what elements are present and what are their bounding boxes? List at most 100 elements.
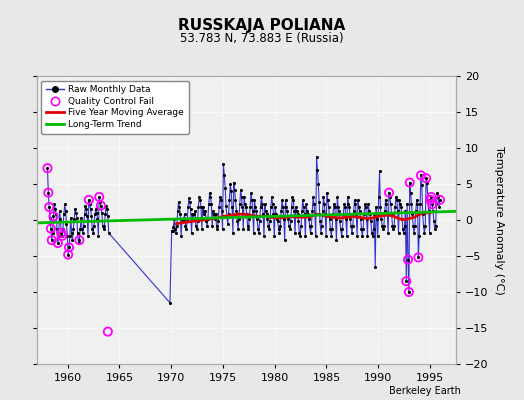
Point bbox=[330, 201, 338, 207]
Point bbox=[388, 222, 397, 229]
Point bbox=[235, 215, 243, 222]
Point bbox=[45, 204, 53, 210]
Point bbox=[327, 233, 335, 239]
Point bbox=[286, 226, 294, 232]
Point bbox=[43, 165, 52, 171]
Point bbox=[169, 224, 178, 230]
Point bbox=[422, 175, 430, 182]
Point bbox=[424, 197, 432, 203]
Point bbox=[304, 211, 312, 218]
Point bbox=[176, 211, 184, 218]
Point bbox=[319, 194, 328, 200]
Point bbox=[228, 230, 237, 236]
Point bbox=[65, 244, 73, 250]
Point bbox=[56, 208, 64, 214]
Point bbox=[168, 228, 176, 234]
Point bbox=[318, 222, 326, 229]
Point bbox=[368, 233, 377, 239]
Point bbox=[171, 226, 179, 232]
Point bbox=[366, 211, 374, 218]
Point bbox=[243, 222, 252, 229]
Point bbox=[207, 201, 215, 207]
Point bbox=[386, 194, 394, 200]
Point bbox=[371, 264, 379, 270]
Point bbox=[363, 215, 371, 222]
Point bbox=[294, 218, 303, 225]
Point bbox=[51, 206, 59, 212]
Point bbox=[58, 233, 67, 239]
Point bbox=[411, 208, 420, 214]
Point bbox=[380, 208, 389, 214]
Point bbox=[200, 211, 209, 218]
Point bbox=[326, 226, 334, 232]
Point bbox=[194, 204, 203, 210]
Point bbox=[60, 201, 69, 207]
Point bbox=[362, 204, 370, 210]
Point bbox=[172, 222, 181, 229]
Point bbox=[357, 226, 366, 232]
Point bbox=[407, 190, 415, 196]
Point bbox=[284, 215, 292, 222]
Point bbox=[307, 222, 315, 229]
Point bbox=[50, 201, 59, 207]
Point bbox=[309, 194, 318, 200]
Point bbox=[223, 213, 231, 220]
Point bbox=[221, 184, 230, 191]
Point bbox=[407, 201, 416, 207]
Point bbox=[97, 202, 105, 209]
Point bbox=[206, 194, 215, 200]
Point bbox=[307, 230, 315, 236]
Point bbox=[185, 195, 193, 202]
Point bbox=[347, 222, 355, 229]
Point bbox=[351, 197, 359, 203]
Point bbox=[355, 204, 363, 210]
Point bbox=[64, 251, 72, 258]
Point bbox=[201, 208, 210, 214]
Point bbox=[179, 218, 187, 225]
Point bbox=[73, 230, 82, 236]
Point bbox=[415, 233, 423, 239]
Point bbox=[231, 186, 239, 193]
Point bbox=[272, 215, 281, 222]
Point bbox=[180, 211, 189, 218]
Point bbox=[188, 211, 196, 218]
Point bbox=[404, 256, 412, 263]
Point bbox=[418, 182, 426, 189]
Point bbox=[416, 201, 424, 207]
Point bbox=[279, 204, 287, 210]
Point bbox=[414, 254, 422, 261]
Point bbox=[427, 194, 435, 200]
Point bbox=[68, 230, 76, 236]
Point bbox=[173, 208, 182, 214]
Point bbox=[334, 204, 342, 210]
Point bbox=[249, 230, 258, 236]
Point bbox=[101, 211, 110, 218]
Point bbox=[242, 204, 250, 210]
Point bbox=[331, 215, 340, 222]
Point bbox=[285, 222, 293, 229]
Point bbox=[419, 222, 428, 229]
Point bbox=[78, 226, 86, 232]
Point bbox=[321, 211, 330, 218]
Point bbox=[195, 194, 203, 200]
Point bbox=[75, 237, 83, 243]
Point bbox=[60, 211, 68, 218]
Point bbox=[215, 204, 223, 210]
Point bbox=[275, 230, 283, 236]
Point bbox=[399, 230, 408, 236]
Point bbox=[346, 215, 354, 222]
Point bbox=[303, 208, 311, 214]
Point bbox=[339, 211, 347, 218]
Point bbox=[233, 218, 242, 225]
Point bbox=[259, 211, 267, 218]
Point bbox=[238, 204, 247, 210]
Point bbox=[410, 230, 418, 236]
Point bbox=[84, 233, 92, 239]
Point bbox=[248, 208, 257, 214]
Point bbox=[288, 194, 297, 200]
Point bbox=[208, 222, 216, 229]
Point bbox=[210, 211, 218, 218]
Point bbox=[404, 256, 412, 263]
Point bbox=[336, 218, 344, 225]
Point bbox=[287, 218, 295, 225]
